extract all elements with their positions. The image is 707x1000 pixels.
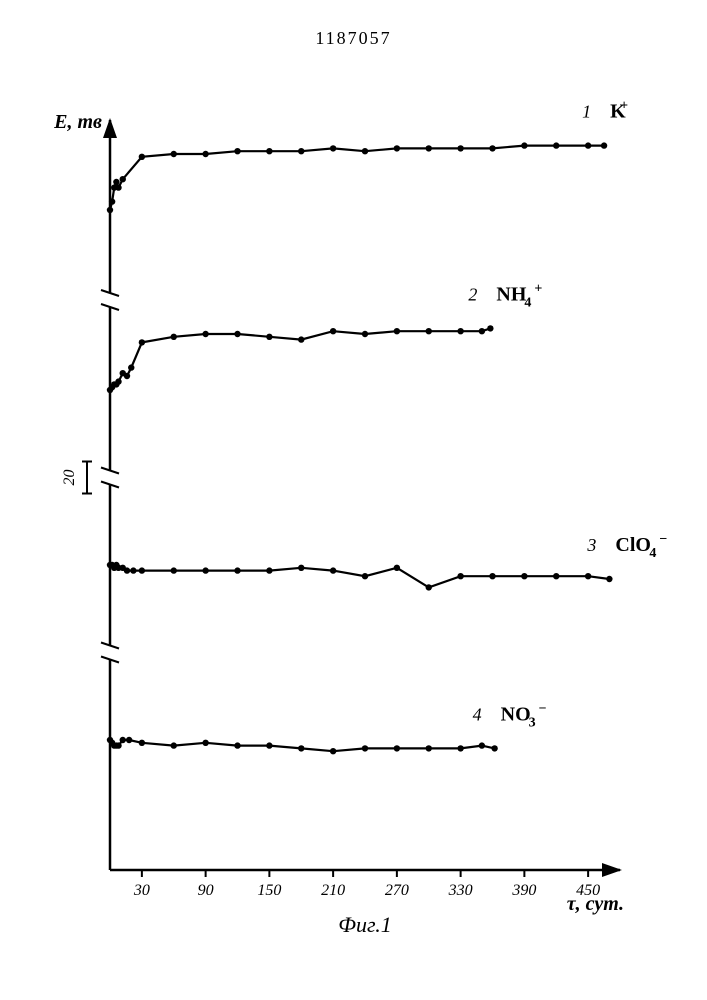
series-4-marker <box>202 740 208 746</box>
series-1-marker <box>120 176 126 182</box>
series-3-marker <box>606 576 612 582</box>
series-4-marker <box>139 740 145 746</box>
series-4-marker <box>126 737 132 743</box>
stability-chart: 3090150210270330390450E, mвτ, сут.201K+2… <box>40 70 667 970</box>
series-3-marker <box>298 565 304 571</box>
series-1-marker <box>521 142 527 148</box>
series-1-marker <box>489 145 495 151</box>
series-2-marker <box>124 373 130 379</box>
series-2-marker <box>394 328 400 334</box>
series-1-marker <box>115 184 121 190</box>
series-4-marker <box>394 745 400 751</box>
series-2-marker <box>426 328 432 334</box>
series-1-number: 1 <box>582 102 591 122</box>
series-1-line <box>110 146 604 210</box>
series-3-marker <box>362 573 368 579</box>
series-4-marker <box>234 742 240 748</box>
series-4-marker <box>120 737 126 743</box>
series-1-marker <box>109 198 115 204</box>
series-4-marker <box>330 748 336 754</box>
series-4-marker <box>479 742 485 748</box>
x-tick-label: 330 <box>448 882 473 899</box>
series-2-marker <box>298 336 304 342</box>
series-2-number: 2 <box>468 284 477 304</box>
figure-caption: Фиг.1 <box>338 912 392 937</box>
series-3-marker <box>124 567 130 573</box>
x-tick-label: 30 <box>133 882 150 899</box>
series-3-species: ClO4− <box>615 532 667 561</box>
series-1-marker <box>362 148 368 154</box>
series-3-marker <box>521 573 527 579</box>
x-tick-label: 150 <box>257 882 281 899</box>
series-4-number: 4 <box>473 704 482 724</box>
x-axis-arrow <box>602 863 622 877</box>
series-2-marker <box>234 331 240 337</box>
series-1-marker <box>171 151 177 157</box>
series-4-species: NO3− <box>501 701 547 730</box>
series-3-marker <box>266 567 272 573</box>
series-2-marker <box>115 378 121 384</box>
series-4-marker <box>266 742 272 748</box>
series-3-marker <box>202 567 208 573</box>
series-1-marker <box>426 145 432 151</box>
series-3-marker <box>394 565 400 571</box>
series-3-line <box>110 565 609 587</box>
series-1-species: K+ <box>610 99 628 123</box>
series-4-marker <box>491 745 497 751</box>
series-2-marker <box>479 328 485 334</box>
series-2-marker <box>487 325 493 331</box>
series-2-marker <box>128 364 134 370</box>
document-number: 1187057 <box>0 28 707 49</box>
x-tick-label: 390 <box>511 882 536 899</box>
series-3-marker <box>585 573 591 579</box>
series-1-marker <box>234 148 240 154</box>
series-3-marker <box>330 567 336 573</box>
series-3-marker <box>234 567 240 573</box>
series-3-marker <box>130 567 136 573</box>
series-4-marker <box>298 745 304 751</box>
series-4-marker <box>171 742 177 748</box>
series-1-marker <box>457 145 463 151</box>
series-1-marker <box>113 179 119 185</box>
series-3-marker <box>489 573 495 579</box>
series-2-marker <box>202 331 208 337</box>
page: 1187057 3090150210270330390450E, mвτ, су… <box>0 0 707 1000</box>
series-2-marker <box>171 334 177 340</box>
series-2-marker <box>139 339 145 345</box>
series-4-marker <box>426 745 432 751</box>
x-tick-label: 90 <box>198 882 214 899</box>
y-axis-label: E, mв <box>53 111 102 133</box>
series-2-marker <box>362 331 368 337</box>
series-3-marker <box>553 573 559 579</box>
series-1-marker <box>330 145 336 151</box>
x-axis-label: τ, сут. <box>567 893 624 915</box>
series-1-marker <box>553 142 559 148</box>
series-2-species: NH4+ <box>496 281 542 310</box>
series-3-marker <box>426 584 432 590</box>
series-1-marker <box>394 145 400 151</box>
series-3-number: 3 <box>586 535 596 555</box>
series-1-marker <box>107 207 113 213</box>
series-2-marker <box>330 328 336 334</box>
series-4-marker <box>115 742 121 748</box>
series-1-marker <box>202 151 208 157</box>
x-tick-label: 270 <box>385 882 409 899</box>
series-4-marker <box>362 745 368 751</box>
series-3-marker <box>457 573 463 579</box>
series-3-marker <box>171 567 177 573</box>
series-1-marker <box>585 142 591 148</box>
y-scale-indicator: 20 <box>61 470 78 486</box>
series-1-marker <box>266 148 272 154</box>
series-1-marker <box>298 148 304 154</box>
series-2-marker <box>266 334 272 340</box>
series-1-marker <box>601 142 607 148</box>
y-axis-arrow <box>103 118 117 138</box>
series-2-marker <box>457 328 463 334</box>
series-1-marker <box>139 154 145 160</box>
series-3-marker <box>139 567 145 573</box>
x-tick-label: 210 <box>321 882 345 899</box>
series-4-marker <box>457 745 463 751</box>
